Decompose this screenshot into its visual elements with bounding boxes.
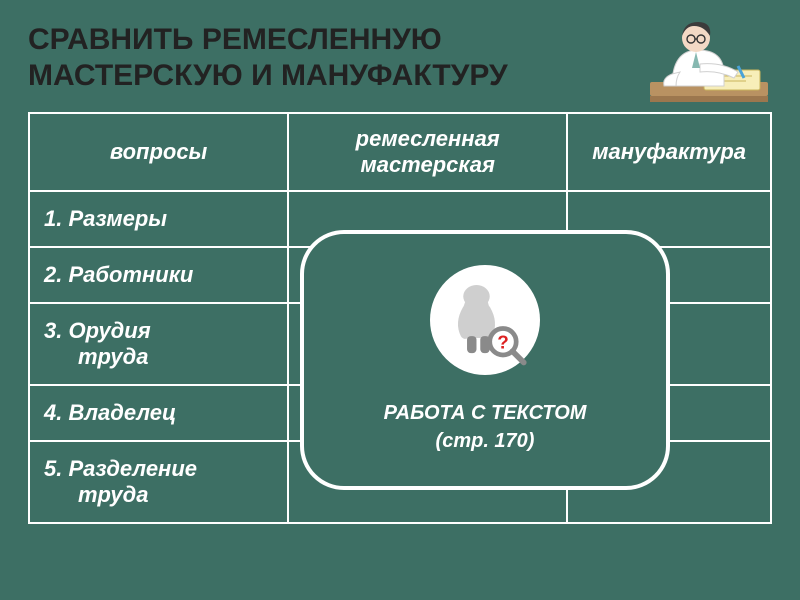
row-sub: труда bbox=[44, 482, 277, 508]
row-label: Орудия bbox=[68, 318, 150, 343]
row-num: 1. bbox=[44, 206, 68, 231]
row-label: Работники bbox=[68, 262, 193, 287]
row-num: 4. bbox=[44, 400, 68, 425]
slide-title: СРАВНИТЬ РЕМЕСЛЕННУЮ МАСТЕРСКУЮ И МАНУФА… bbox=[28, 22, 608, 94]
magnifier-handle bbox=[512, 351, 523, 362]
question-mark-icon: ? bbox=[497, 332, 509, 353]
callout-line2: (стр. 170) bbox=[436, 430, 535, 452]
scientist-illustration bbox=[642, 14, 774, 114]
row-label: Владелец bbox=[68, 400, 176, 425]
slide: СРАВНИТЬ РЕМЕСЛЕННУЮ МАСТЕРСКУЮ И МАНУФА… bbox=[0, 0, 800, 600]
callout-line1: РАБОТА С ТЕКСТОМ bbox=[384, 402, 587, 424]
row-label: Разделение bbox=[68, 456, 197, 481]
col-header-questions: вопросы bbox=[29, 113, 288, 191]
row-num: 2. bbox=[44, 262, 68, 287]
row-label: Размеры bbox=[68, 206, 167, 231]
table-header-row: вопросы ремесленная мастерская мануфакту… bbox=[29, 113, 771, 191]
col-header-manufactory: мануфактура bbox=[567, 113, 771, 191]
row-num: 5. bbox=[44, 456, 68, 481]
row-num: 3. bbox=[44, 318, 68, 343]
title-line1: СРАВНИТЬ РЕМЕСЛЕННУЮ bbox=[28, 23, 442, 56]
col-header-workshop: ремесленная мастерская bbox=[288, 113, 567, 191]
magnifier-figure: ? bbox=[430, 265, 540, 375]
row-sub: труда bbox=[44, 344, 277, 370]
text-work-callout: ? РАБОТА С ТЕКСТОМ (стр. 170) bbox=[300, 230, 670, 490]
title-line2: МАСТЕРСКУЮ И МАНУФАКТУРУ bbox=[28, 59, 508, 92]
